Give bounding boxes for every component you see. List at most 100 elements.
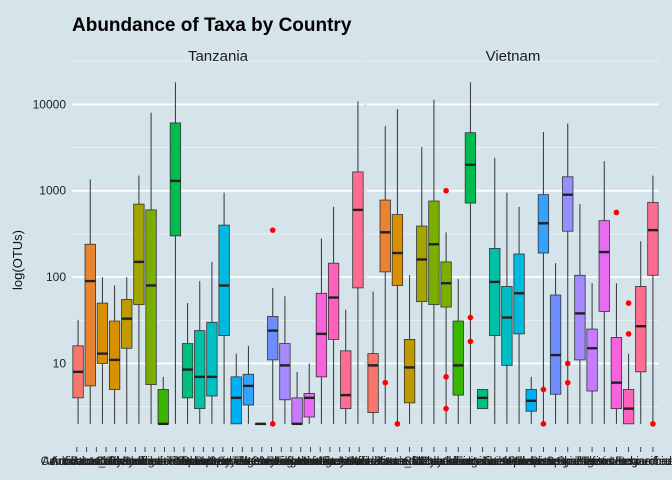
iqr-box bbox=[598, 220, 610, 312]
box-18 bbox=[574, 204, 586, 424]
iqr-box bbox=[303, 393, 315, 418]
outlier-point bbox=[443, 374, 449, 380]
x-tick-label: Armatimonadetes bbox=[51, 456, 141, 468]
iqr-box bbox=[169, 122, 182, 237]
box-1 bbox=[367, 291, 379, 424]
x-tick-label: Deinococcus-Thermus bbox=[97, 456, 212, 468]
chart-title: Abundance of Taxa by Country bbox=[72, 15, 352, 36]
x-tick-label: Microgenomates bbox=[297, 456, 382, 468]
iqr-box bbox=[647, 202, 659, 276]
x-tick-label: Cyanobacteria bbox=[421, 456, 496, 468]
x-tick-label: Spirochaetes bbox=[546, 456, 613, 468]
x-tick-label: Synergistetes bbox=[217, 456, 287, 468]
x-tick-label: Gemmatimonadetes bbox=[443, 456, 547, 468]
x-tick-label: Bacteroidetes bbox=[374, 456, 445, 468]
box-13 bbox=[218, 192, 230, 424]
x-axis-ticks: AcidobacteriaActinobacteriaArmatimonadet… bbox=[41, 447, 397, 468]
outlier-point bbox=[394, 421, 401, 427]
x-tick-label: Ignavibacteriae bbox=[468, 456, 546, 468]
iqr-box bbox=[145, 209, 157, 385]
x-tick-label: Acidobacteria bbox=[338, 456, 408, 468]
x-tick-label: Proteobacteria bbox=[530, 456, 605, 468]
x-tick-label: Nitrospirae bbox=[176, 456, 232, 468]
box-20 bbox=[303, 363, 315, 424]
x-tick-label: Thermotogae bbox=[237, 456, 305, 468]
x-tick-label: Firmicutes bbox=[456, 456, 509, 468]
iqr-box bbox=[452, 320, 464, 396]
box-21 bbox=[315, 238, 328, 424]
x-tick-label: Latescibacteria bbox=[291, 456, 369, 468]
x-axis-ticks: AcidobacteriaActinobacteriaArmatimonadet… bbox=[338, 447, 672, 468]
box-14 bbox=[230, 353, 242, 425]
iqr-box bbox=[206, 321, 218, 397]
x-tick-label: Chlamydiae bbox=[404, 456, 465, 468]
outlier-point bbox=[540, 386, 547, 393]
box-15 bbox=[242, 345, 255, 424]
box-8 bbox=[452, 279, 464, 424]
box-16 bbox=[549, 263, 562, 424]
x-tick-label: Unclassified bbox=[610, 456, 672, 468]
box-5 bbox=[416, 147, 428, 424]
x-tick-label: Deinococcus-Thermus bbox=[413, 456, 528, 468]
box-21 bbox=[610, 209, 623, 424]
y-tick-label: 100 bbox=[46, 270, 66, 284]
box-11 bbox=[489, 157, 501, 424]
x-tick-label: Verrucomicrobia bbox=[587, 456, 671, 468]
y-axis-label: log(OTUs) bbox=[10, 230, 25, 290]
box-2 bbox=[379, 126, 391, 424]
box-12 bbox=[501, 192, 513, 424]
iqr-box bbox=[379, 199, 391, 273]
iqr-box bbox=[108, 320, 121, 390]
box-23 bbox=[340, 309, 352, 424]
iqr-box bbox=[586, 328, 598, 392]
box-8 bbox=[157, 376, 169, 426]
box-6 bbox=[133, 175, 145, 424]
iqr-box bbox=[501, 286, 513, 366]
box-14 bbox=[525, 376, 537, 424]
iqr-box bbox=[84, 243, 96, 387]
x-tick-label: Actinobacteria bbox=[349, 456, 422, 468]
x-tick-label: Euryarchaeota bbox=[322, 456, 397, 468]
iqr-box bbox=[218, 224, 230, 337]
outlier-point bbox=[443, 405, 449, 412]
iqr-box bbox=[133, 203, 145, 306]
outlier-point bbox=[382, 379, 389, 386]
panel-strip-vietnam: Vietnam bbox=[486, 48, 541, 65]
box-13 bbox=[513, 206, 525, 424]
outlier-point bbox=[564, 360, 571, 367]
outlier-point bbox=[269, 227, 276, 233]
outlier-point bbox=[540, 421, 547, 427]
box-17 bbox=[267, 227, 279, 427]
box-10 bbox=[476, 389, 489, 410]
box-22 bbox=[622, 300, 635, 425]
x-tick-label: Acidobacteria bbox=[42, 456, 112, 468]
outlier-point bbox=[564, 379, 571, 386]
box-7 bbox=[145, 112, 157, 424]
box-2 bbox=[84, 179, 96, 424]
iqr-box bbox=[549, 294, 562, 395]
outlier-point bbox=[613, 209, 620, 216]
x-tick-label: Firmicutes bbox=[138, 456, 191, 468]
x-tick-label: Fibrobacteres bbox=[275, 456, 346, 468]
x-tick-label: Planctomycetes bbox=[515, 456, 596, 468]
x-tick-label: Chloroflexi bbox=[419, 456, 473, 468]
iqr-box bbox=[230, 376, 242, 425]
box-11 bbox=[194, 281, 206, 424]
outlier-point bbox=[269, 421, 276, 427]
x-tick-label: Cyanobacteria bbox=[108, 456, 183, 468]
iqr-box bbox=[157, 389, 169, 425]
iqr-box bbox=[367, 353, 379, 413]
iqr-box bbox=[440, 261, 452, 308]
iqr-box bbox=[340, 350, 352, 410]
box-1 bbox=[72, 319, 84, 424]
x-tick-label: Actinobacteria bbox=[50, 456, 123, 468]
box-19 bbox=[291, 371, 303, 426]
iqr-box bbox=[416, 225, 428, 303]
box-9 bbox=[169, 82, 182, 424]
iqr-box bbox=[279, 343, 291, 401]
x-tick-label: Unclassified bbox=[318, 456, 380, 468]
outlier-point bbox=[650, 421, 656, 427]
y-tick-labels: 10 100 1000 10000 bbox=[33, 97, 67, 370]
box-16 bbox=[254, 422, 267, 426]
box-6 bbox=[428, 99, 440, 424]
